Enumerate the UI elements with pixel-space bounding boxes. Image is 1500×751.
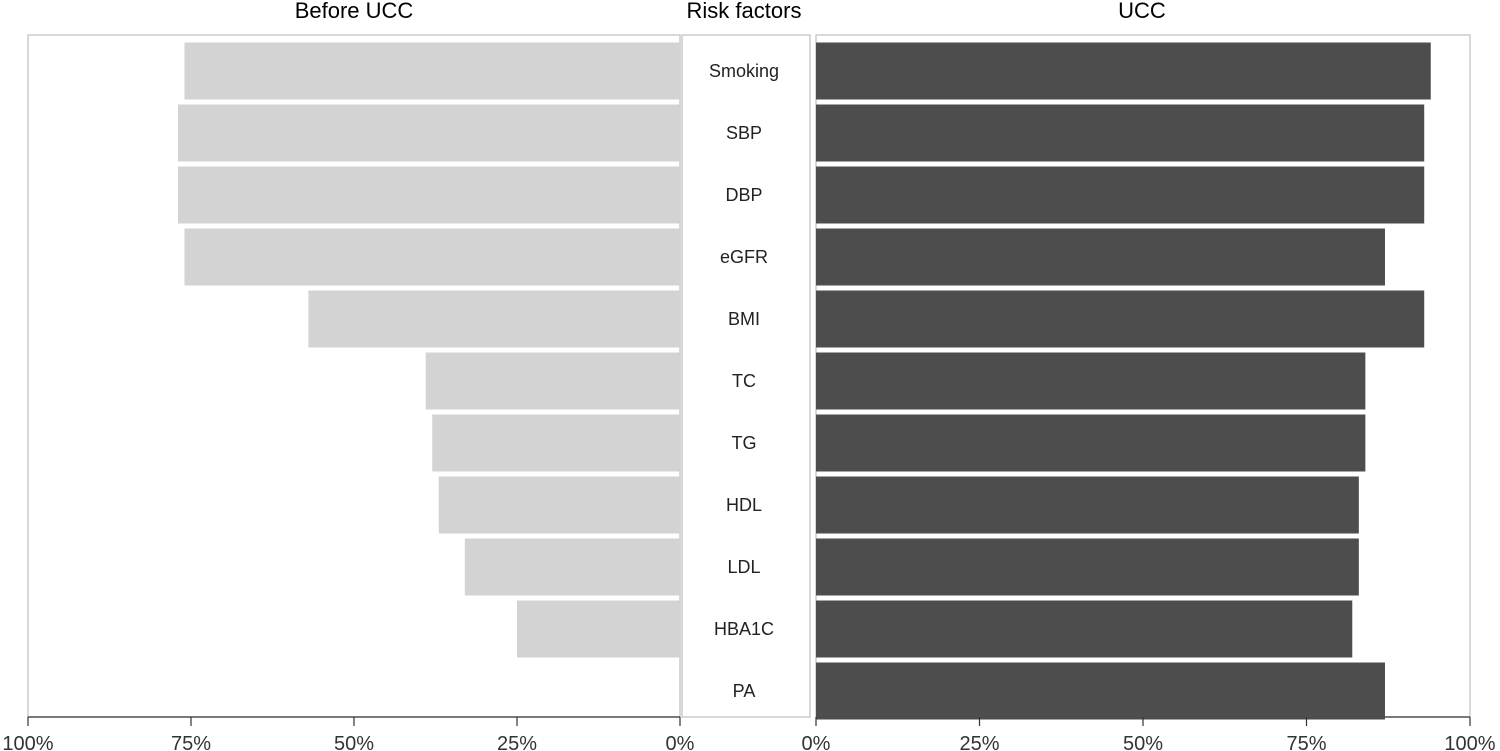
- right-tick-label: 0%: [802, 733, 831, 751]
- category-label: SBP: [726, 123, 762, 143]
- bar-ucc-egfr: [816, 228, 1385, 286]
- bar-before-egfr: [184, 228, 681, 286]
- bar-ucc-tg: [816, 414, 1366, 472]
- bar-ucc-bmi: [816, 290, 1425, 348]
- center-panel-title: Risk factors: [687, 0, 802, 23]
- category-label: PA: [733, 681, 756, 701]
- bar-ucc-hba1c: [816, 600, 1353, 658]
- right-tick-label: 100%: [1444, 733, 1495, 751]
- right-tick-label: 75%: [1286, 733, 1326, 751]
- bar-before-hba1c: [517, 600, 680, 658]
- bar-before-smoking: [184, 42, 681, 100]
- bar-before-ldl: [464, 538, 680, 596]
- category-label: eGFR: [720, 247, 768, 267]
- right-tick-label: 25%: [959, 733, 999, 751]
- category-label-group: Smoking SBP DBP eGFR BMI TC TG HDL LDL HBA1C PA: [709, 61, 779, 701]
- category-label: TC: [732, 371, 756, 391]
- category-label: DBP: [725, 185, 762, 205]
- category-label: TG: [732, 433, 757, 453]
- bar-ucc-sbp: [816, 104, 1425, 162]
- left-tick-label: 100%: [2, 733, 53, 751]
- left-tick-label: 25%: [497, 733, 537, 751]
- left-tick-label: 50%: [334, 733, 374, 751]
- right-bar-group: [816, 42, 1431, 720]
- bar-ucc-hdl: [816, 476, 1359, 534]
- right-tick-label: 50%: [1123, 733, 1163, 751]
- left-axis-ticks: 100% 75% 50% 25% 0%: [2, 717, 695, 751]
- bar-before-sbp: [177, 104, 680, 162]
- left-tick-label: 0%: [666, 733, 695, 751]
- bar-before-bmi: [308, 290, 680, 348]
- right-axis-ticks: 0% 25% 50% 75% 100%: [802, 717, 1496, 751]
- left-panel-title: Before UCC: [295, 0, 414, 23]
- bar-ucc-dbp: [816, 166, 1425, 224]
- left-bar-group: [177, 42, 681, 658]
- bar-ucc-smoking: [816, 42, 1431, 100]
- category-label: HDL: [726, 495, 762, 515]
- bar-before-tc: [425, 352, 680, 410]
- category-label: HBA1C: [714, 619, 774, 639]
- category-label: BMI: [728, 309, 760, 329]
- right-panel-title: UCC: [1118, 0, 1166, 23]
- category-label: LDL: [727, 557, 760, 577]
- bar-ucc-ldl: [816, 538, 1359, 596]
- bar-ucc-tc: [816, 352, 1366, 410]
- bar-before-tg: [432, 414, 680, 472]
- center-panel-frame: [681, 34, 811, 718]
- category-label: Smoking: [709, 61, 779, 81]
- bar-before-dbp: [177, 166, 680, 224]
- bar-before-hdl: [438, 476, 680, 534]
- left-tick-label: 75%: [171, 733, 211, 751]
- bar-ucc-pa: [816, 662, 1385, 720]
